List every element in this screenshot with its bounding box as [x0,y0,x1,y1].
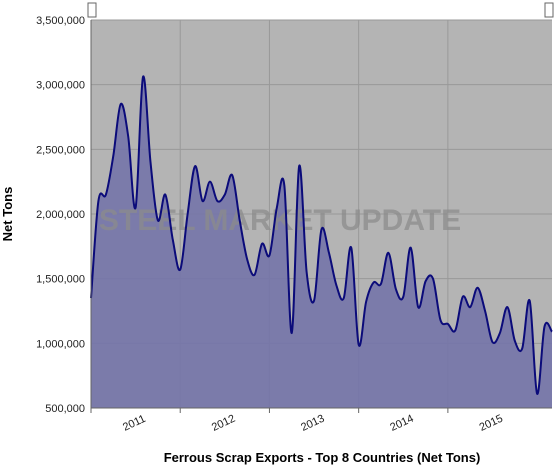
x-tick-label: 2011 [121,413,148,434]
x-tick-label: 2015 [478,413,505,434]
y-tick-label: 3,500,000 [36,15,85,27]
area [91,76,552,408]
slider-handle[interactable] [544,2,554,18]
y-tick-label: 1,500,000 [36,274,85,286]
x-tick-label: 2013 [299,413,326,434]
y-tick-label: 2,000,000 [36,209,85,221]
y-tick-label: 500,000 [45,403,85,415]
x-tick-label: 2012 [210,413,237,434]
watermark: STEEL MARKET UPDATE [99,204,461,237]
y-tick-label: 2,500,000 [36,144,85,156]
x-tick-label: 2014 [388,413,415,434]
y-axis-label: Net Tons [0,187,15,242]
chart-title: Ferrous Scrap Exports - Top 8 Countries … [164,450,481,465]
slider-handle[interactable] [87,2,97,18]
y-tick-label: 3,000,000 [36,80,85,92]
y-tick-label: 1,000,000 [36,338,85,350]
line [90,75,553,395]
